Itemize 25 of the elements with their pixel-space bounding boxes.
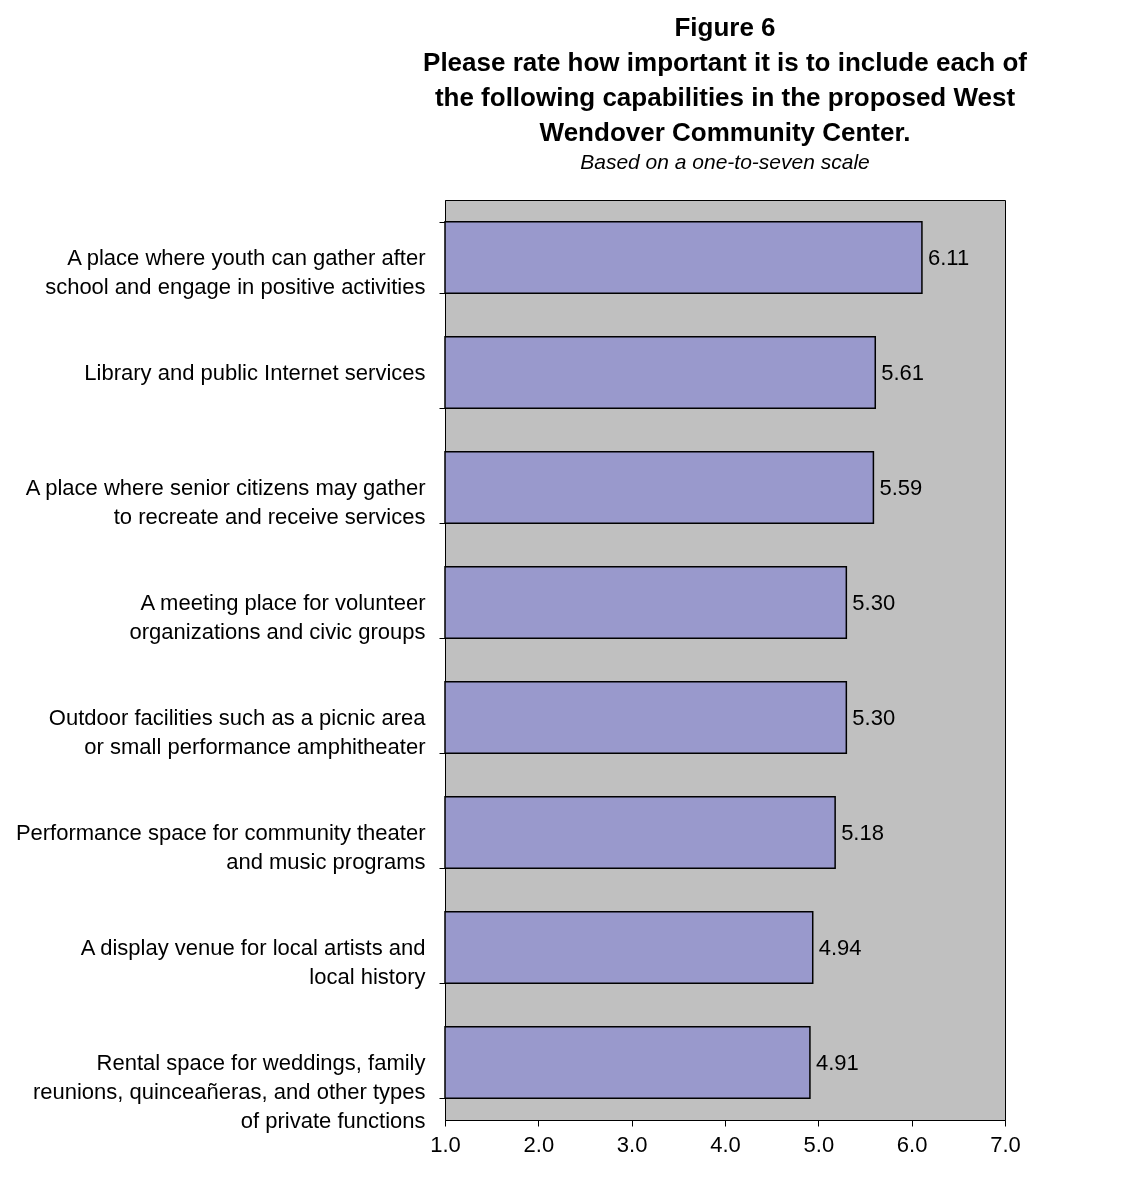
data-label: 5.59 (879, 474, 923, 500)
data-label: 6.11 (927, 244, 970, 270)
y-tick-label: A place where youth can gather after school and engage in positive activities (45, 245, 426, 299)
x-tick-label: 6.0 (896, 1131, 928, 1157)
data-label: 5.61 (881, 359, 925, 385)
x-tick-label: 1.0 (430, 1131, 461, 1157)
y-tick-label: Library and public Internet services (84, 360, 426, 385)
x-tick-label: 3.0 (616, 1131, 648, 1157)
x-tick-label: 7.0 (990, 1131, 1021, 1157)
x-tick-label: 5.0 (803, 1131, 835, 1157)
y-tick-label: Performance space for community theater and music programs (15, 820, 426, 874)
y-tick-label: A display venue for local artists and local history (80, 935, 426, 989)
data-label: 4.91 (815, 1049, 859, 1075)
chart-subtitle: Based on a one-to-seven scale (580, 150, 870, 173)
data-label: 5.30 (852, 704, 896, 730)
y-tick-label: A place where senior citizens may gather to recreate and receive services (25, 475, 426, 529)
y-tick-label: Rental space for weddings, family reunions, quinceañeras, and other types of private functions (32, 1050, 426, 1133)
data-label: 5.30 (852, 589, 896, 615)
chart-title: Figure 6 Please rate how important it is to include each of the following capabilities in the proposed West Wendover Community Center. (423, 12, 1028, 147)
data-label: 4.94 (818, 934, 862, 960)
y-tick-label: A meeting place for volunteer organizations and civic groups (129, 590, 426, 644)
data-label: 5.18 (841, 819, 884, 845)
x-tick-label: 2.0 (523, 1131, 555, 1157)
y-tick-label: Outdoor facilities such as a picnic area or small performance amphitheater (48, 705, 427, 759)
x-tick-label: 4.0 (710, 1131, 741, 1157)
